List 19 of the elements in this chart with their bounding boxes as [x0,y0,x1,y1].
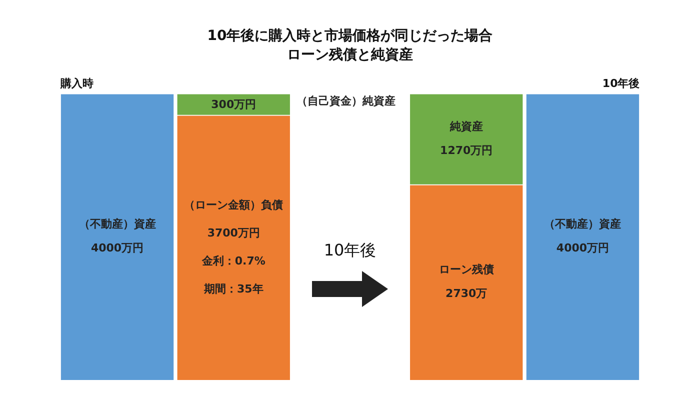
annotation: （不動産）資産 [78,218,156,231]
chart-subtitle: ローン残債と純資産 [287,46,413,63]
annotation: 純資産 [448,120,483,133]
annotation: 金利：0.7% [200,254,266,268]
annotation: （ローン金額）負債 [184,198,284,212]
data-label: 2730万 [446,287,488,300]
text: 10年後 [602,76,640,90]
data-label: 4000万円 [556,242,610,255]
data-label: 3700万円 [207,226,260,240]
data-label: 1270万円 [440,144,493,157]
data-label: 4000万円 [90,242,144,255]
text: 購入時 [59,76,94,90]
annotation: ローン残債 [438,263,494,276]
annotation: （自己資金）純資産 [296,94,396,108]
annotation: 10年後 [324,240,376,260]
chart-title: 10年後に購入時と市場価格が同じだった場合 [207,27,493,44]
annotation: （不動産）資産 [544,218,622,231]
annotation: 期間：35年 [202,282,264,296]
data-label: 300万円 [211,98,256,112]
